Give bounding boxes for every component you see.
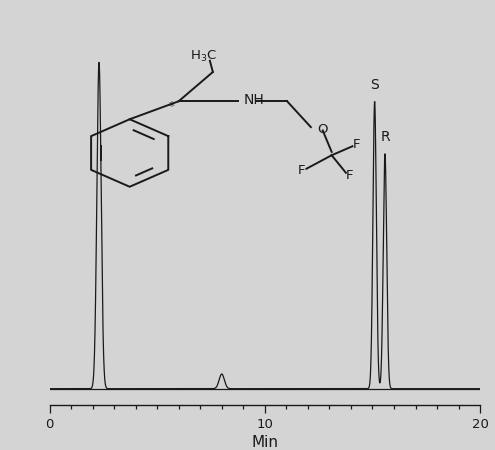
Text: F: F [298, 165, 306, 177]
Text: O: O [317, 123, 327, 136]
Text: NH: NH [244, 93, 265, 107]
Text: H$_3$C: H$_3$C [191, 49, 217, 64]
Text: F: F [346, 169, 353, 182]
Text: R: R [380, 130, 390, 144]
Text: *: * [168, 100, 174, 113]
Text: F: F [353, 138, 361, 150]
X-axis label: Min: Min [251, 435, 278, 450]
Text: S: S [370, 78, 379, 92]
